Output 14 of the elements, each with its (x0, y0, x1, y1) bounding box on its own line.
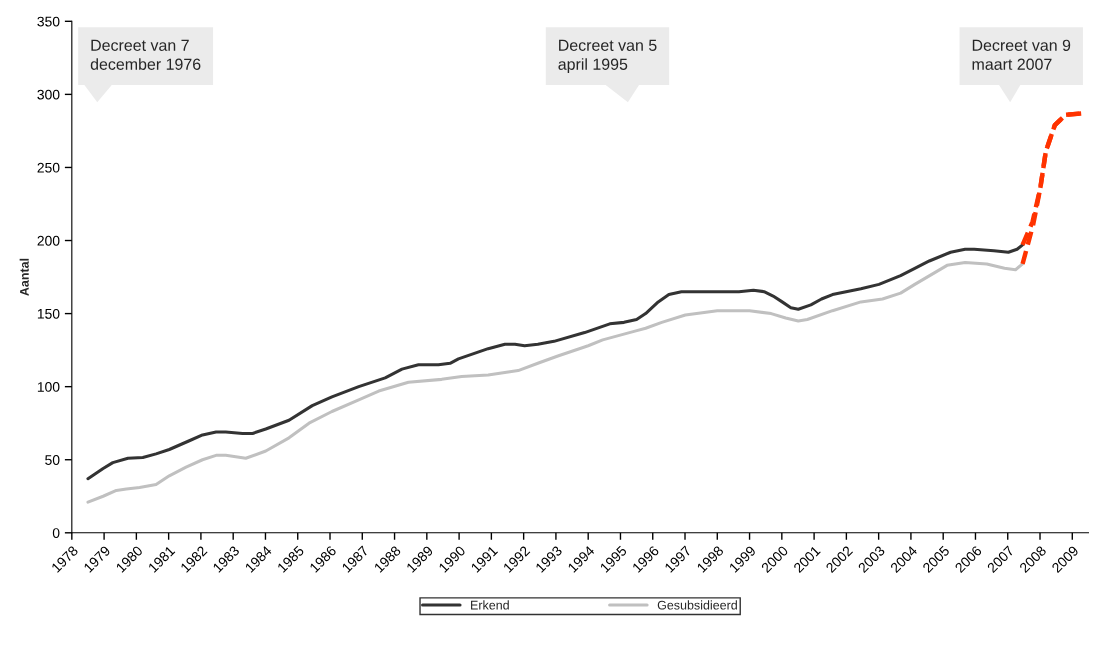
legend-label: Gesubsidieerd (657, 600, 737, 610)
y-tick-label: 150 (37, 308, 60, 319)
y-axis-title: Aantal (19, 258, 29, 296)
annotation: Decreet van 5 april 1995 (558, 39, 657, 74)
y-tick-label: 100 (37, 381, 60, 392)
y-tick-label: 0 (52, 528, 60, 538)
y-tick-label: 300 (37, 89, 60, 100)
y-tick-label: 250 (37, 162, 60, 173)
legend-label: Erkend (471, 600, 509, 610)
y-tick-label: 50 (45, 455, 60, 465)
y-tick-label: 350 (37, 16, 60, 27)
annotation: Decreet van 7 december 1976 (90, 39, 201, 70)
annotation: Decreet van 9 maart 2007 (972, 39, 1071, 70)
y-tick-label: 200 (37, 235, 60, 246)
